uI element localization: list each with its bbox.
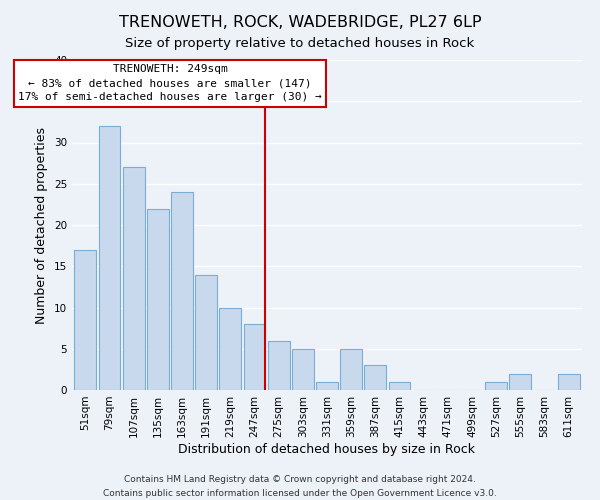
Bar <box>389 382 410 390</box>
Text: Contains HM Land Registry data © Crown copyright and database right 2024.
Contai: Contains HM Land Registry data © Crown c… <box>103 476 497 498</box>
Text: TRENOWETH, ROCK, WADEBRIDGE, PL27 6LP: TRENOWETH, ROCK, WADEBRIDGE, PL27 6LP <box>119 15 481 30</box>
Bar <box>340 349 362 390</box>
Bar <box>220 308 241 390</box>
Bar <box>316 382 338 390</box>
Bar <box>509 374 531 390</box>
Text: Size of property relative to detached houses in Rock: Size of property relative to detached ho… <box>125 38 475 51</box>
Text: TRENOWETH: 249sqm
← 83% of detached houses are smaller (147)
17% of semi-detache: TRENOWETH: 249sqm ← 83% of detached hous… <box>18 64 322 102</box>
Bar <box>244 324 265 390</box>
Bar <box>292 349 314 390</box>
Bar <box>171 192 193 390</box>
Bar <box>147 208 169 390</box>
Y-axis label: Number of detached properties: Number of detached properties <box>35 126 49 324</box>
Bar <box>364 365 386 390</box>
Bar <box>558 374 580 390</box>
Bar <box>485 382 507 390</box>
Bar <box>98 126 121 390</box>
Bar <box>74 250 96 390</box>
Bar <box>123 167 145 390</box>
X-axis label: Distribution of detached houses by size in Rock: Distribution of detached houses by size … <box>179 442 476 456</box>
Bar <box>268 340 290 390</box>
Bar <box>195 274 217 390</box>
